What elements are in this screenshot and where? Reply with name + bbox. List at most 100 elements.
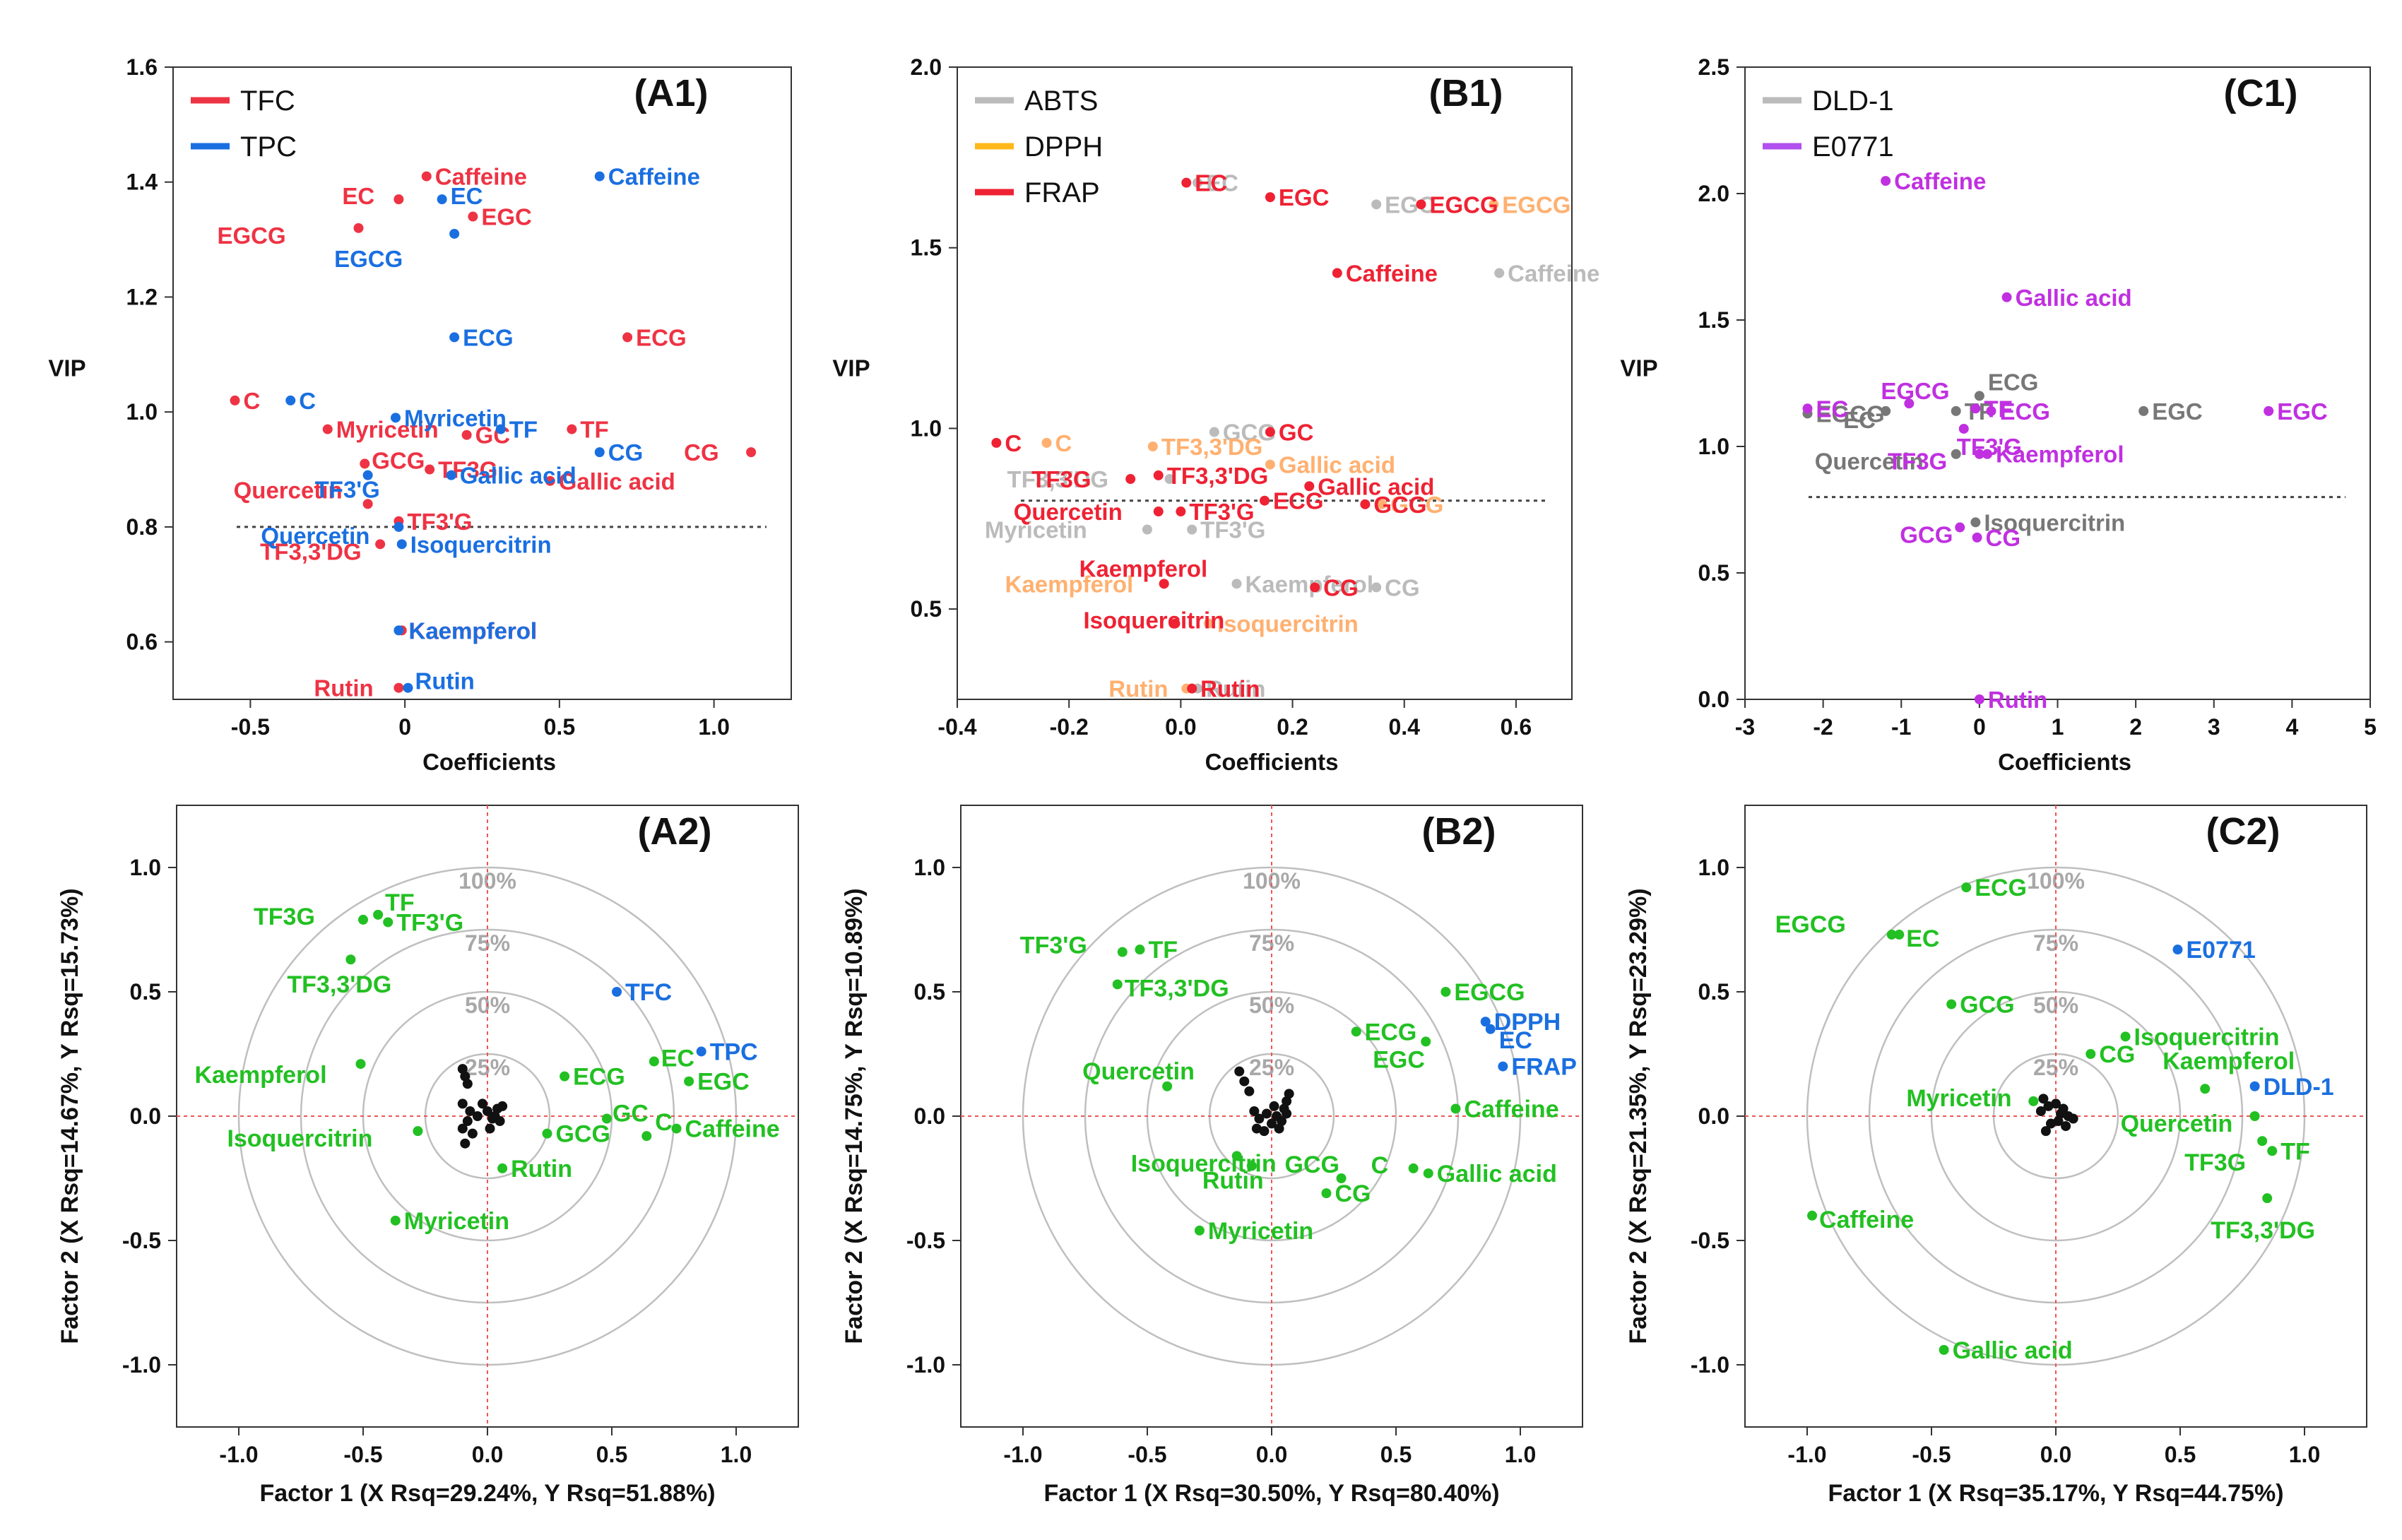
observation-point bbox=[2043, 1101, 2054, 1111]
x-tick-label: 0.2 bbox=[1277, 714, 1308, 740]
observation-point bbox=[1249, 1106, 1260, 1116]
point-label: ECG bbox=[1988, 369, 2039, 395]
data-point bbox=[1881, 176, 1891, 186]
data-point bbox=[1377, 499, 1388, 509]
y-tick-label: -1.0 bbox=[1691, 1352, 1729, 1378]
point-label: EC bbox=[1843, 407, 1876, 433]
observation-point bbox=[1284, 1089, 1294, 1099]
point-label: Caffeine bbox=[1508, 261, 1599, 287]
predictor-label: TF3,3'DG bbox=[1125, 975, 1229, 1002]
panel-title: (B1) bbox=[1429, 72, 1503, 114]
panel-title: (B2) bbox=[1422, 810, 1496, 853]
predictor-label: Myricetin bbox=[1906, 1085, 2011, 1112]
point-label: EGCG bbox=[1502, 191, 1570, 218]
data-point bbox=[1986, 405, 1996, 416]
response-point bbox=[1480, 1017, 1491, 1027]
point-label: ECG bbox=[463, 324, 514, 350]
point-label: Caffeine bbox=[1894, 168, 1986, 194]
data-point bbox=[1974, 391, 1984, 401]
predictor-label: EGCG bbox=[1775, 911, 1846, 938]
data-point bbox=[545, 475, 555, 486]
observation-point bbox=[1234, 1066, 1245, 1077]
point-label: C bbox=[1005, 430, 1022, 456]
point-label: TF3,3'DG bbox=[1007, 466, 1109, 492]
point-label: CG bbox=[1323, 574, 1359, 600]
point-label: Quercetin bbox=[1815, 449, 1924, 475]
point-label: EGC bbox=[481, 204, 532, 230]
response-label: E0771 bbox=[2186, 937, 2255, 964]
data-point bbox=[360, 458, 370, 469]
predictor-point bbox=[1117, 947, 1128, 957]
predictor-label: Caffeine bbox=[685, 1116, 780, 1143]
panel-title: (A1) bbox=[634, 72, 709, 114]
point-label: TF3'G bbox=[315, 477, 380, 503]
observation-point bbox=[497, 1101, 508, 1111]
predictor-label: Gallic acid bbox=[1437, 1161, 1557, 1187]
point-label: EGC bbox=[1279, 184, 1330, 211]
predictor-label: ECG bbox=[1975, 875, 2027, 901]
point-label: GCG bbox=[372, 447, 425, 473]
data-point bbox=[394, 625, 404, 636]
y-tick-label: 0.5 bbox=[1698, 979, 1729, 1005]
predictor-point bbox=[1112, 979, 1123, 990]
x-tick-label: 0.4 bbox=[1388, 714, 1420, 740]
point-label: C bbox=[244, 388, 261, 414]
point-label: CG bbox=[1385, 574, 1420, 600]
y-tick-label: 1.6 bbox=[126, 54, 158, 80]
predictor-point bbox=[1894, 930, 1905, 940]
point-label: EGCG bbox=[1429, 191, 1498, 218]
predictor-point bbox=[383, 917, 394, 928]
point-label: Rutin bbox=[1988, 687, 2047, 713]
x-tick-label: 5 bbox=[2364, 714, 2377, 740]
y-tick-label: 1.5 bbox=[911, 235, 942, 261]
y-tick-label: -1.0 bbox=[122, 1352, 161, 1378]
data-point bbox=[1371, 582, 1382, 593]
point-label: GC bbox=[1279, 420, 1314, 446]
data-point bbox=[1203, 618, 1214, 629]
predictor-point bbox=[1886, 930, 1897, 940]
y-tick-label: 0.0 bbox=[1698, 1103, 1729, 1129]
observation-point bbox=[2051, 1098, 2061, 1109]
observation-point bbox=[1244, 1086, 1255, 1096]
x-tick-label: 0.5 bbox=[544, 714, 575, 740]
predictor-point bbox=[1231, 1151, 1242, 1161]
y-tick-label: -0.5 bbox=[906, 1228, 945, 1253]
data-point bbox=[1371, 199, 1382, 210]
predictor-label: Isoquercitrin bbox=[227, 1125, 372, 1152]
y-axis-label: VIP bbox=[1620, 355, 1657, 381]
y-tick-label: 1.0 bbox=[1698, 855, 1729, 880]
predictor-point bbox=[560, 1071, 570, 1082]
data-point bbox=[375, 539, 386, 550]
predictor-point bbox=[684, 1076, 694, 1086]
predictor-point bbox=[1939, 1344, 1949, 1355]
x-tick-label: -1 bbox=[1891, 714, 1911, 740]
data-point bbox=[449, 228, 460, 239]
predictor-label: TF3'G bbox=[396, 909, 463, 936]
point-label: Kaempferol bbox=[408, 617, 537, 644]
y-tick-label: -0.5 bbox=[1691, 1228, 1729, 1253]
data-point bbox=[1193, 177, 1203, 188]
data-point bbox=[1951, 405, 1961, 416]
data-point bbox=[1970, 517, 1981, 528]
observation-point bbox=[1269, 1101, 1279, 1111]
point-label: Rutin bbox=[1108, 676, 1168, 702]
point-label: Caffeine bbox=[435, 164, 527, 190]
predictor-point bbox=[2257, 1136, 2268, 1147]
y-tick-label: 2.0 bbox=[911, 54, 942, 80]
y-axis-label: Factor 2 (X Rsq=14.67%, Y Rsq=15.73%) bbox=[57, 888, 83, 1344]
data-point bbox=[362, 499, 373, 509]
point-label: ECG bbox=[636, 324, 687, 350]
point-label: C bbox=[299, 388, 316, 414]
point-label: Quercetin bbox=[1014, 499, 1123, 525]
point-label: EC bbox=[1195, 170, 1227, 196]
data-point bbox=[594, 447, 605, 458]
x-tick-label: -0.5 bbox=[1912, 1442, 1951, 1467]
point-label: Isoquercitrin bbox=[410, 531, 552, 557]
chart-panel-b2: 100%75%50%25%-1.0-1.0-0.5-0.50.00.00.50.… bbox=[841, 805, 1583, 1507]
data-point bbox=[495, 424, 506, 434]
x-tick-label: -1.0 bbox=[219, 1442, 258, 1467]
x-tick-label: 0.5 bbox=[596, 1442, 627, 1467]
predictor-point bbox=[1807, 1210, 1818, 1221]
point-label: Myricetin bbox=[404, 405, 507, 431]
